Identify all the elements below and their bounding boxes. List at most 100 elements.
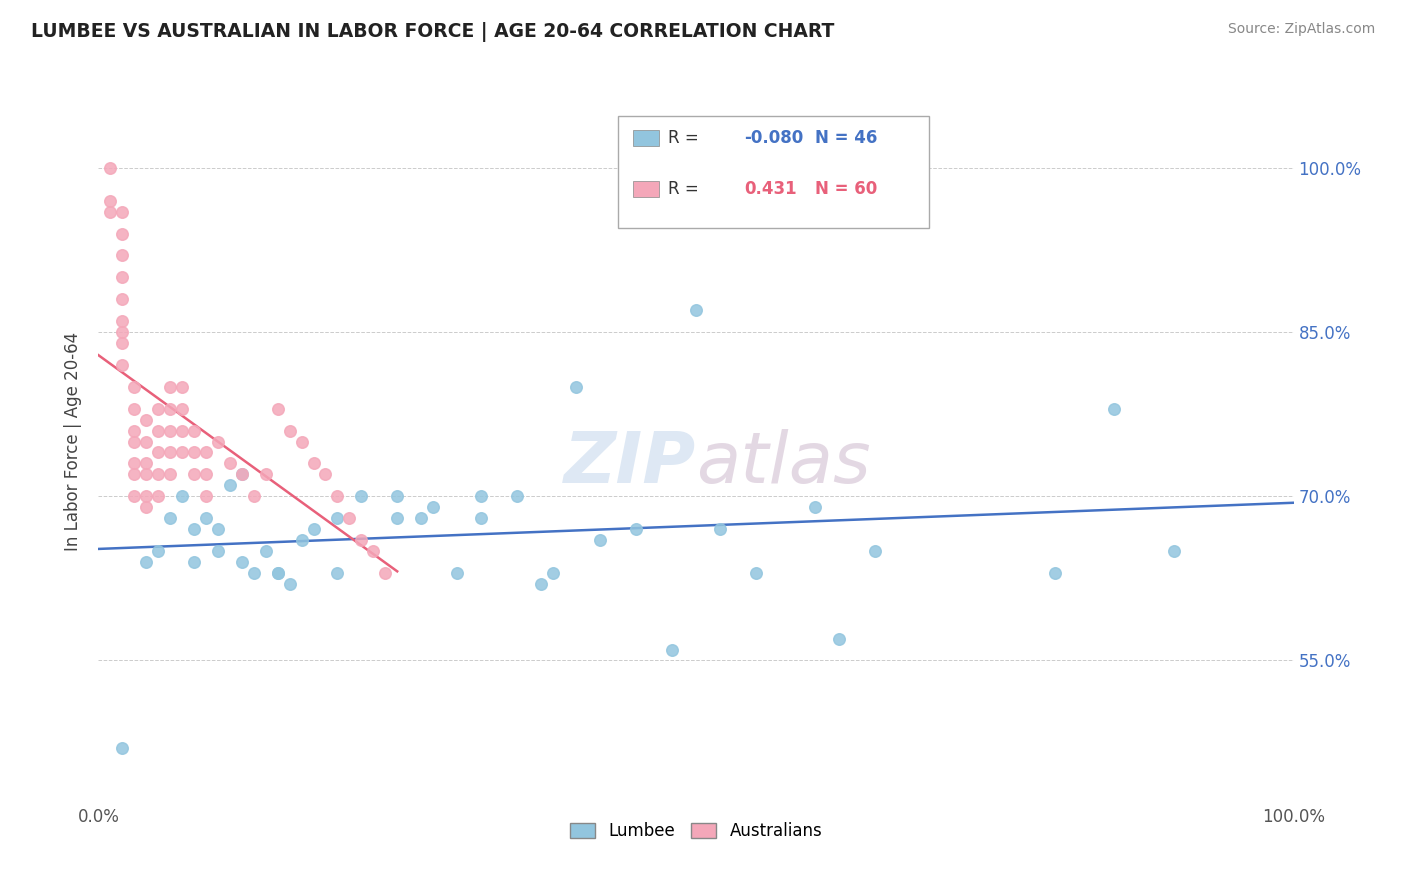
Point xyxy=(267,566,290,580)
Point xyxy=(124,457,146,471)
Y-axis label: In Labor Force | Age 20-64: In Labor Force | Age 20-64 xyxy=(65,332,83,551)
Point xyxy=(148,544,170,558)
Point xyxy=(124,467,146,482)
Point xyxy=(530,577,553,591)
FancyBboxPatch shape xyxy=(633,181,659,196)
Point xyxy=(183,445,205,459)
Point xyxy=(231,467,253,482)
Point xyxy=(626,522,648,536)
Point xyxy=(745,566,768,580)
Point xyxy=(339,511,361,525)
Point xyxy=(183,424,205,438)
Point xyxy=(111,358,134,372)
Point xyxy=(183,555,205,569)
Point xyxy=(159,380,181,394)
Point xyxy=(111,204,134,219)
Point xyxy=(111,314,134,328)
Point xyxy=(183,467,205,482)
Point xyxy=(231,555,253,569)
Point xyxy=(124,380,146,394)
Point xyxy=(315,467,337,482)
Point xyxy=(148,445,170,459)
Point xyxy=(278,577,301,591)
Point xyxy=(159,424,181,438)
Point xyxy=(135,434,157,449)
Point xyxy=(159,467,181,482)
Text: N = 60: N = 60 xyxy=(815,179,877,198)
Point xyxy=(98,204,122,219)
Point xyxy=(804,500,827,515)
Point xyxy=(565,380,588,394)
Text: 0.431: 0.431 xyxy=(744,179,796,198)
Point xyxy=(172,445,194,459)
Text: Source: ZipAtlas.com: Source: ZipAtlas.com xyxy=(1227,22,1375,37)
Text: R =: R = xyxy=(668,179,704,198)
Point xyxy=(111,248,134,262)
Point xyxy=(111,336,134,351)
Point xyxy=(661,642,683,657)
Point xyxy=(541,566,564,580)
FancyBboxPatch shape xyxy=(619,117,929,228)
Point xyxy=(172,380,194,394)
Point xyxy=(243,566,266,580)
Point xyxy=(111,325,134,339)
Point xyxy=(195,489,218,503)
Point xyxy=(207,544,229,558)
Point xyxy=(124,434,146,449)
Point xyxy=(326,511,349,525)
Point xyxy=(422,500,444,515)
FancyBboxPatch shape xyxy=(633,130,659,146)
Text: -0.080: -0.080 xyxy=(744,129,803,147)
Point xyxy=(195,467,218,482)
Point xyxy=(195,445,218,459)
Point xyxy=(135,467,157,482)
Point xyxy=(1104,401,1126,416)
Point xyxy=(207,434,229,449)
Point xyxy=(207,522,229,536)
Point xyxy=(124,489,146,503)
Point xyxy=(709,522,731,536)
Point xyxy=(172,489,194,503)
Point xyxy=(470,511,492,525)
Point xyxy=(111,741,134,756)
Point xyxy=(350,533,373,547)
Point xyxy=(506,489,529,503)
Point xyxy=(1043,566,1066,580)
Point xyxy=(446,566,468,580)
Point xyxy=(159,401,181,416)
Point xyxy=(828,632,851,646)
Point xyxy=(135,489,157,503)
Point xyxy=(98,194,122,208)
Point xyxy=(411,511,433,525)
Text: N = 46: N = 46 xyxy=(815,129,877,147)
Point xyxy=(231,467,253,482)
Point xyxy=(291,434,314,449)
Point xyxy=(278,424,301,438)
Legend: Lumbee, Australians: Lumbee, Australians xyxy=(561,814,831,848)
Point xyxy=(183,522,205,536)
Point xyxy=(302,457,325,471)
Point xyxy=(865,544,887,558)
Text: LUMBEE VS AUSTRALIAN IN LABOR FORCE | AGE 20-64 CORRELATION CHART: LUMBEE VS AUSTRALIAN IN LABOR FORCE | AG… xyxy=(31,22,834,42)
Point xyxy=(135,500,157,515)
Point xyxy=(254,467,277,482)
Point xyxy=(385,511,409,525)
Point xyxy=(195,511,218,525)
Point xyxy=(159,445,181,459)
Point xyxy=(326,489,349,503)
Point xyxy=(374,566,396,580)
Point xyxy=(385,489,409,503)
Point xyxy=(124,424,146,438)
Point xyxy=(148,467,170,482)
Point xyxy=(685,303,707,318)
Point xyxy=(326,566,349,580)
Point xyxy=(111,227,134,241)
Point xyxy=(135,457,157,471)
Point xyxy=(267,401,290,416)
Point xyxy=(302,522,325,536)
Point xyxy=(148,424,170,438)
Point xyxy=(219,457,242,471)
Text: atlas: atlas xyxy=(696,429,870,498)
Point xyxy=(350,489,373,503)
Point xyxy=(148,489,170,503)
